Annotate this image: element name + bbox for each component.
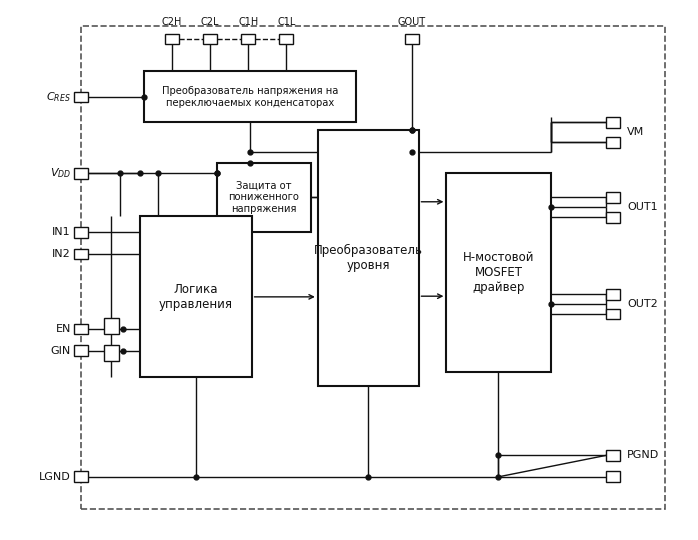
Bar	[607, 471, 620, 482]
Bar	[75, 471, 88, 482]
Bar	[82, 25, 665, 509]
Text: C2L: C2L	[201, 17, 219, 27]
Text: Н-мостовой
MOSFET
драйвер: Н-мостовой MOSFET драйвер	[463, 251, 534, 294]
Text: GOUT: GOUT	[397, 17, 426, 27]
Bar	[446, 173, 551, 372]
Bar	[405, 33, 419, 44]
Bar	[607, 212, 620, 222]
Text: LGND: LGND	[39, 472, 71, 482]
Text: C2H: C2H	[161, 17, 182, 27]
Bar	[607, 117, 620, 127]
Text: C1H: C1H	[238, 17, 258, 27]
Bar	[607, 137, 620, 147]
Bar	[607, 450, 620, 461]
Text: $C_{RES}$: $C_{RES}$	[46, 90, 71, 104]
Text: GIN: GIN	[51, 346, 71, 355]
Text: IN2: IN2	[52, 249, 71, 259]
Text: Логика
управления: Логика управления	[159, 283, 233, 311]
Bar	[75, 227, 88, 238]
Bar	[75, 345, 88, 356]
Text: Преобразователь
уровня: Преобразователь уровня	[313, 244, 422, 272]
Bar	[242, 33, 255, 44]
Text: PGND: PGND	[627, 450, 660, 460]
Bar	[318, 130, 419, 386]
Text: IN1: IN1	[52, 227, 71, 238]
Bar	[203, 33, 217, 44]
Bar	[75, 92, 88, 103]
Bar	[279, 33, 293, 44]
Text: $V_{DD}$: $V_{DD}$	[50, 166, 71, 180]
Bar	[140, 217, 252, 377]
Bar	[217, 163, 311, 232]
Bar	[165, 33, 179, 44]
Text: Защита от
пониженного
напряжения: Защита от пониженного напряжения	[228, 181, 299, 214]
Bar	[75, 168, 88, 179]
Text: C1L: C1L	[277, 17, 296, 27]
Bar	[144, 71, 356, 122]
Text: VM: VM	[627, 127, 644, 137]
Bar	[103, 345, 119, 361]
Text: EN: EN	[56, 324, 71, 334]
Bar	[75, 323, 88, 334]
Text: OUT2: OUT2	[627, 299, 658, 309]
Bar	[607, 192, 620, 203]
Bar	[607, 309, 620, 320]
Text: Преобразователь напряжения на
переключаемых конденсаторах: Преобразователь напряжения на переключае…	[162, 86, 338, 107]
Bar	[75, 248, 88, 259]
Bar	[607, 289, 620, 300]
Text: OUT1: OUT1	[627, 202, 658, 212]
Bar	[103, 319, 119, 334]
